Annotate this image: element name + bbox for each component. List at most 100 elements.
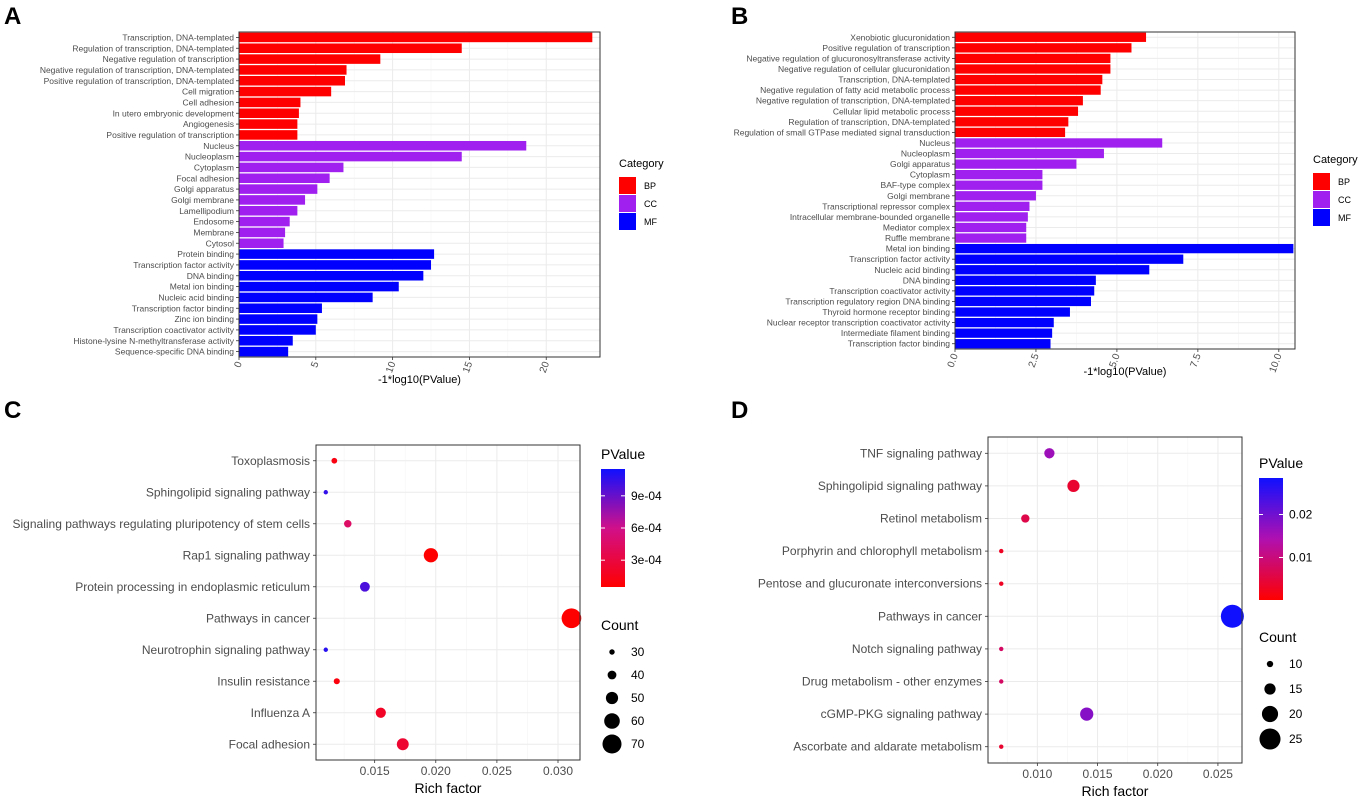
bar — [239, 32, 593, 43]
bar — [239, 346, 289, 357]
category-label: Transcription factor activity — [133, 260, 235, 270]
bar — [955, 254, 1184, 264]
category-label: Regulation of small GTPase mediated sign… — [734, 127, 951, 137]
category-label: Negative regulation of cellular glucuron… — [778, 64, 950, 74]
bar — [955, 275, 1096, 285]
category-label: Lamellipodium — [179, 206, 234, 216]
category-label: Cell adhesion — [182, 97, 234, 107]
x-tick-label: 0.010 — [1022, 767, 1052, 781]
pathway-label: Sphingolipid signaling pathway — [146, 485, 310, 499]
pathway-label: Signaling pathways regulating pluripoten… — [13, 517, 311, 531]
x-tick-label: 0.0 — [946, 352, 961, 369]
bar — [955, 339, 1051, 349]
legend-label: MF — [644, 217, 657, 227]
pathway-label: Rap1 signaling pathway — [183, 548, 310, 562]
category-label: Negative regulation of glucuronosyltrans… — [746, 53, 950, 63]
bar — [955, 317, 1054, 328]
category-label: Golgi apparatus — [174, 184, 234, 194]
bubble-point — [999, 679, 1004, 684]
pathway-label: Retinol metabolism — [880, 512, 982, 526]
legend-label: CC — [1338, 195, 1351, 205]
size-legend-circle — [1266, 660, 1274, 668]
bar — [955, 159, 1077, 169]
bar — [955, 117, 1069, 127]
bar — [955, 233, 1027, 243]
pathway-label: Pathways in cancer — [878, 609, 982, 623]
bubble-point — [333, 678, 340, 685]
category-label: Negative regulation of fatty acid metabo… — [760, 85, 950, 95]
plot-frame — [954, 31, 1296, 350]
category-label: Cellular lipid metabolic process — [833, 106, 950, 116]
bar — [239, 75, 345, 86]
bar — [955, 180, 1043, 190]
bar — [239, 65, 347, 75]
panel-letter-b: B — [731, 3, 748, 30]
legend-title: Category — [619, 158, 664, 170]
pathway-label: Protein processing in endoplasmic reticu… — [75, 580, 310, 594]
size-legend-circle — [605, 691, 619, 705]
bubble-point — [331, 457, 338, 464]
x-tick-label: 0.015 — [1083, 767, 1113, 781]
bar — [239, 173, 330, 184]
bubble-point — [1080, 707, 1094, 721]
bar — [955, 296, 1091, 307]
category-label: Golgi membrane — [171, 195, 234, 205]
legend-swatch — [1313, 173, 1330, 190]
plot-frame — [238, 31, 601, 358]
category-label: Nucleic acid binding — [874, 265, 950, 275]
color-legend-title: PValue — [1259, 455, 1303, 471]
x-tick-label: 15 — [461, 360, 475, 375]
category-label: Transcription, DNA-templated — [838, 75, 950, 85]
bubble-point — [999, 744, 1004, 749]
bubble-point — [323, 647, 328, 652]
x-tick-label: 0.025 — [482, 764, 512, 778]
bar — [955, 64, 1111, 74]
bar — [239, 130, 298, 140]
category-label: Transcription regulatory region DNA bind… — [785, 296, 950, 306]
color-bar-label: 9e-04 — [631, 489, 662, 503]
category-label: Negative regulation of transcription, DN… — [40, 65, 234, 75]
bar — [239, 335, 293, 346]
pathway-label: Ascorbate and aldarate metabolism — [793, 740, 982, 754]
bar — [955, 43, 1132, 53]
size-legend-circle — [609, 649, 615, 655]
bar — [955, 138, 1163, 148]
category-label: Metal ion binding — [170, 282, 235, 292]
bar — [239, 162, 344, 173]
size-legend-circle — [1264, 683, 1276, 695]
plot-background — [316, 445, 580, 760]
x-tick-label: 5 — [309, 360, 321, 369]
category-label: Zinc ion binding — [174, 314, 234, 324]
category-label: In utero embryonic development — [113, 108, 235, 118]
category-label: Cytoplasm — [910, 170, 950, 180]
bar — [955, 212, 1028, 222]
category-label: Transcription factor binding — [132, 303, 234, 313]
category-label: Histone-lysine N-methyltransferase activ… — [73, 336, 234, 346]
color-bar — [1259, 478, 1283, 600]
x-tick-label: 2.5 — [1027, 352, 1042, 369]
legend-label: BP — [644, 181, 656, 191]
x-tick-label: 5.0 — [1108, 352, 1123, 369]
panel-letter-a: A — [4, 3, 21, 30]
bar — [239, 86, 332, 97]
size-legend-circle — [604, 713, 620, 729]
bubble-point — [561, 608, 582, 629]
category-label: Membrane — [193, 227, 234, 237]
category-label: Cytoplasm — [194, 162, 234, 172]
category-label: Nucleoplasm — [185, 152, 234, 162]
bar — [955, 96, 1083, 106]
size-legend-label: 10 — [1289, 657, 1303, 671]
legend-swatch — [619, 195, 636, 212]
bar — [239, 195, 306, 205]
bar — [239, 238, 284, 249]
category-label: Nucleic acid binding — [158, 292, 234, 302]
category-label: Protein binding — [177, 249, 234, 259]
x-tick-label: 0.030 — [543, 764, 573, 778]
panel-letter-d: D — [731, 397, 748, 424]
category-label: Transcription factor binding — [848, 339, 950, 349]
bar — [239, 314, 318, 324]
bar — [955, 222, 1027, 233]
x-tick-label: 0.025 — [1203, 767, 1233, 781]
bar — [955, 148, 1104, 159]
